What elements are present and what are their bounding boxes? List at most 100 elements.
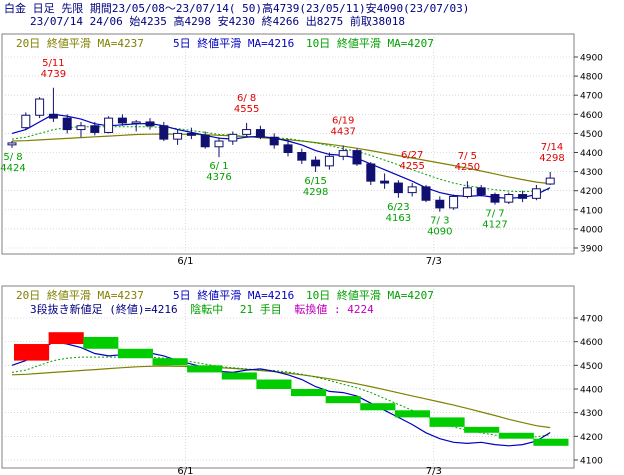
down-candle xyxy=(380,180,390,184)
annotation-value: 4555 xyxy=(234,104,259,115)
annotation-value: 4437 xyxy=(330,126,355,137)
legend-ma20-text: 20日 終値平滑 MA=4237 xyxy=(16,36,144,50)
down-candle xyxy=(283,144,293,154)
bottom-y-tick-label: 4700 xyxy=(580,315,603,325)
fall-brick xyxy=(221,372,257,380)
top-y-tick-label: 4500 xyxy=(580,130,603,140)
annotation-value: 4298 xyxy=(303,187,328,198)
up-candle xyxy=(214,140,224,148)
legend-ma10-text: 10日 終値平滑 MA=4207 xyxy=(306,36,434,50)
candlesticks xyxy=(7,87,555,212)
down-candle xyxy=(490,194,500,203)
fall-brick xyxy=(498,432,534,439)
bottom-ma10-line xyxy=(11,356,551,439)
up-candle xyxy=(228,133,238,142)
annotation-value: 4090 xyxy=(427,227,452,238)
up-candle xyxy=(338,150,348,157)
fall-brick xyxy=(533,438,569,446)
down-candle xyxy=(159,125,169,140)
annotation-date: 5/ 8 xyxy=(3,152,22,163)
bottom-y-tick-label: 4300 xyxy=(580,409,603,419)
up-candle xyxy=(173,132,183,140)
down-candle xyxy=(255,129,265,138)
fall-brick xyxy=(429,417,465,427)
down-candle xyxy=(518,194,528,199)
bottom-legend-ma10-text: 10日 終値平滑 MA=4207 xyxy=(306,288,434,302)
fall-brick xyxy=(394,410,430,418)
annotation-value: 4250 xyxy=(455,162,480,173)
up-candle xyxy=(504,194,514,203)
fall-brick xyxy=(256,379,292,389)
bottom-plot-frame xyxy=(1,285,575,469)
top-y-tick-label: 4300 xyxy=(580,168,603,178)
bottom-y-tick-label: 4200 xyxy=(580,433,603,443)
top-y-tick-label: 4700 xyxy=(580,92,603,102)
top-y-tick-label: 3900 xyxy=(580,245,603,255)
down-candle xyxy=(62,117,72,131)
legend-ma10: 10日 終値平滑 MA=4207 xyxy=(306,36,434,50)
sanbon-bricks xyxy=(14,332,569,446)
top-x-tick-label: 7/3 xyxy=(426,256,442,267)
bottom-x-tick-label: 7/3 xyxy=(426,466,442,475)
sanbon-step-text: 21 手目 xyxy=(240,302,282,316)
annotation-date: 6/19 xyxy=(332,115,354,126)
rise-brick xyxy=(14,344,50,361)
fall-brick xyxy=(152,358,188,366)
annotation-date: 6/23 xyxy=(387,202,409,213)
bottom-y-axis: 4700 4600 4500 4400 4300 4200 4100 xyxy=(574,315,603,467)
top-moving-averages xyxy=(11,113,551,199)
annotation-date: 6/ 8 xyxy=(237,93,256,104)
bottom-ma5-line xyxy=(11,341,551,447)
up-candle xyxy=(407,186,417,194)
annotation-date: 6/27 xyxy=(401,150,423,161)
annotation-date: 7/ 5 xyxy=(458,151,477,162)
bottom-legend-ma5: 5日 終値平滑 MA=4216 xyxy=(173,288,294,302)
annotation-date: 6/15 xyxy=(304,176,326,187)
bottom-legend-ma10: 10日 終値平滑 MA=4207 xyxy=(306,288,434,302)
bottom-y-tick-label: 4400 xyxy=(580,386,603,396)
up-candle xyxy=(131,121,141,124)
fall-brick xyxy=(117,348,153,359)
up-candle xyxy=(76,125,86,131)
fall-brick xyxy=(464,426,500,433)
legend-ma5: 5日 終値平滑 MA=4216 xyxy=(173,36,294,50)
up-candle xyxy=(7,142,17,146)
annotation-value: 4163 xyxy=(386,213,411,224)
bottom-legend-ma5-text: 5日 終値平滑 MA=4216 xyxy=(173,288,294,302)
annotation-date: 6/ 1 xyxy=(209,161,228,172)
up-candle xyxy=(21,114,31,129)
top-y-tick-label: 4900 xyxy=(580,54,603,64)
fall-brick xyxy=(291,389,327,397)
bottom-moving-averages xyxy=(11,341,551,447)
sanbon-trend-text: 陰転中 xyxy=(190,302,223,316)
top-y-tick-label: 4100 xyxy=(580,206,603,216)
annotation-value: 4424 xyxy=(0,163,25,174)
sanbon-close-text: 3段抜き新値足 (終値)=4216 xyxy=(30,302,178,316)
annotation-value: 4376 xyxy=(206,172,231,183)
down-candle xyxy=(476,187,486,196)
annotation-value: 4127 xyxy=(482,220,507,231)
bottom-y-tick-label: 4500 xyxy=(580,362,603,372)
down-candle xyxy=(90,125,100,133)
bottom-ma20-line xyxy=(11,365,551,429)
down-candle xyxy=(311,159,321,167)
top-y-tick-label: 4200 xyxy=(580,187,603,197)
top-y-axis: 4900 4800 4700 4600 4500 4400 4300 4200 4100 4000… xyxy=(574,54,603,255)
down-candle xyxy=(186,132,196,136)
top-y-tick-label: 4400 xyxy=(580,149,603,159)
down-candle xyxy=(297,152,307,161)
down-candle xyxy=(269,136,279,146)
fall-brick xyxy=(325,396,361,404)
up-candle xyxy=(104,117,114,133)
down-candle xyxy=(435,199,445,209)
top-grid xyxy=(2,34,574,254)
down-candle xyxy=(421,186,431,201)
ma10-line xyxy=(11,126,551,193)
top-x-tick-label: 6/1 xyxy=(177,256,193,267)
bottom-panel: 4700 4600 4500 4400 4300 4200 4100 6/1 7/3 20日 … xyxy=(1,285,603,475)
annotation-date: 7/ 3 xyxy=(430,216,449,227)
top-y-tick-label: 4600 xyxy=(580,111,603,121)
